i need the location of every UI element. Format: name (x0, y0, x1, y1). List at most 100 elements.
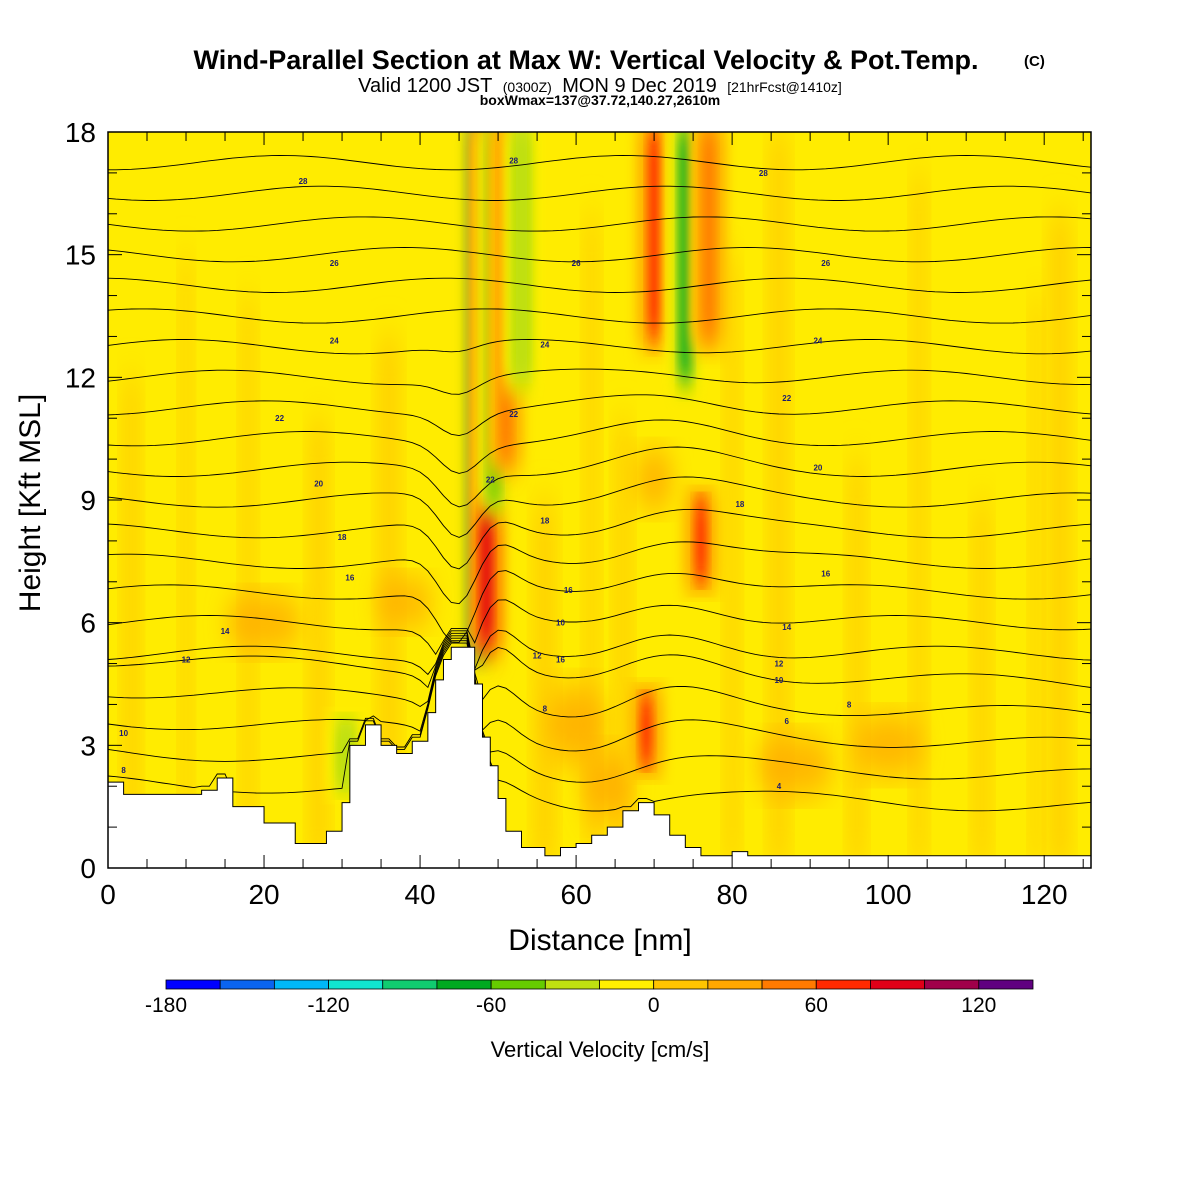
y-tick-label: 3 (80, 730, 96, 761)
colorbar-label: Vertical Velocity [cm/s] (491, 1037, 710, 1062)
colorbar-swatch (382, 979, 438, 990)
theta-contour-label: 18 (338, 533, 347, 542)
theta-contour-label: 20 (813, 463, 822, 472)
weak-motion-band (1050, 213, 1069, 856)
weak-motion-band (535, 500, 554, 856)
colorbar-swatch (707, 979, 763, 990)
theta-contour-label: 28 (509, 157, 518, 166)
w-band-core (679, 132, 691, 378)
theta-contour-label: 22 (275, 414, 284, 423)
weak-updraft-patch (581, 749, 634, 824)
theta-contour-line (108, 339, 1091, 355)
weak-updraft-patch (546, 684, 607, 766)
theta-contour-label: 26 (572, 259, 581, 268)
theta-contour-line (108, 541, 1091, 605)
chart-title: Wind-Parallel Section at Max W: Vertical… (194, 45, 979, 75)
theta-contour-label: 8 (121, 766, 126, 775)
weak-motion-band (615, 418, 630, 856)
theta-contour-label: 16 (345, 574, 354, 583)
theta-contour-label: 20 (314, 480, 323, 489)
theta-contour-line (108, 185, 1091, 201)
x-tick-label: 20 (248, 879, 279, 910)
colorbar-swatch (924, 979, 980, 990)
w-band-core (340, 724, 352, 787)
y-axis-label: Height [Kft MSL] (14, 394, 47, 612)
weak-updraft-patch (224, 594, 305, 652)
colorbar-swatch (761, 979, 817, 990)
weak-motion-band (310, 418, 327, 856)
axis-ticks (107, 131, 1091, 869)
theta-contour-label: 28 (299, 177, 308, 186)
colorbar-swatch (653, 979, 709, 990)
colorbar-swatch (599, 979, 655, 990)
colorbar-swatch (870, 979, 926, 990)
theta-contour-label: 28 (759, 169, 768, 178)
theta-contour-line (108, 508, 1091, 570)
theta-contour-line (108, 155, 1091, 171)
theta-contour-line (108, 629, 1091, 676)
theta-contour-label: 16 (821, 570, 830, 579)
chart-subtitle-box-wmax: boxWmax=137@37.72,140.27,2610m (480, 92, 721, 108)
weak-updraft-patch (852, 714, 925, 776)
theta-contour-line (108, 446, 1091, 508)
theta-contour-label: 8 (543, 705, 548, 714)
theta-contour-label: 14 (221, 627, 230, 636)
w-band-core (648, 132, 660, 337)
theta-contour-label: 12 (182, 655, 191, 664)
theta-contour-label: 18 (735, 500, 744, 509)
colorbar-swatch (544, 979, 600, 990)
x-tick-label: 60 (561, 879, 592, 910)
theta-contour-label: 14 (782, 623, 791, 632)
subtitle-valid-time: Valid 1200 JST (358, 75, 492, 97)
weak-motion-band (181, 254, 192, 856)
weak-motion-band (770, 132, 787, 856)
subtitle-forecast: [21hrFcst@1410z] (727, 79, 842, 95)
theta-contour-line (108, 216, 1091, 232)
x-tick-label: 100 (865, 879, 912, 910)
x-tick-label: 80 (717, 879, 748, 910)
colorbar (165, 979, 1034, 990)
vertical-velocity-field (124, 132, 1069, 856)
theta-contour-label: 24 (330, 337, 339, 346)
weak-motion-band (242, 295, 255, 856)
theta-contour-label: 10 (774, 676, 783, 685)
w-band-core (640, 696, 652, 766)
colorbar-swatch (436, 979, 492, 990)
theta-contour-label: 4 (777, 782, 782, 791)
theta-contour-line (108, 632, 1091, 689)
theta-contour-line (108, 247, 1091, 263)
theta-contour-line (108, 599, 1091, 656)
colorbar-swatch (328, 979, 384, 990)
plot-area: 28 26 24 22 20 18 16 14 12 10 8 28 26 24 22 22 18 16 10 12 1… (108, 132, 1091, 868)
y-tick-label: 12 (65, 362, 96, 393)
weak-motion-band (913, 172, 926, 856)
theta-contour-line (108, 394, 1091, 437)
colorbar-swatch (165, 979, 221, 990)
subtitle-utc-time: (0300Z) (503, 79, 552, 95)
colorbar-tick-label: -180 (145, 994, 187, 1017)
weak-motion-band (1031, 295, 1042, 856)
theta-contour-label: 22 (486, 476, 495, 485)
x-tick-label: 120 (1021, 879, 1068, 910)
theta-contour-label: 6 (785, 717, 790, 726)
terrain-mask (108, 646, 1091, 868)
theta-contour-label: 24 (540, 341, 549, 350)
theta-contour-label: 12 (533, 651, 542, 660)
chart-subtitle: Valid 1200 JST (0300Z) MON 9 Dec 2019 [2… (358, 75, 842, 97)
y-tick-label: 15 (65, 240, 96, 271)
y-tick-label: 0 (80, 853, 96, 884)
theta-contour-label: 8 (847, 700, 852, 709)
x-axis-tick-labels: 0 20 40 60 80 100 120 (100, 879, 1067, 910)
weak-updraft-patch (374, 577, 435, 627)
colorbar-tick-labels: -180 -120 -60 0 60 120 (145, 994, 996, 1017)
theta-contour-label: 18 (540, 516, 549, 525)
y-axis-tick-labels: 0 3 6 9 12 15 18 (65, 117, 96, 884)
subtitle-date: MON 9 Dec 2019 (562, 75, 717, 97)
weak-motion-band (726, 254, 739, 856)
y-tick-label: 18 (65, 117, 96, 148)
theta-contour-label: 22 (509, 410, 518, 419)
theta-contour-line (108, 637, 1091, 752)
weak-motion-band (124, 377, 139, 856)
theta-contour-line (108, 368, 1091, 395)
colorbar-swatch (815, 979, 871, 990)
